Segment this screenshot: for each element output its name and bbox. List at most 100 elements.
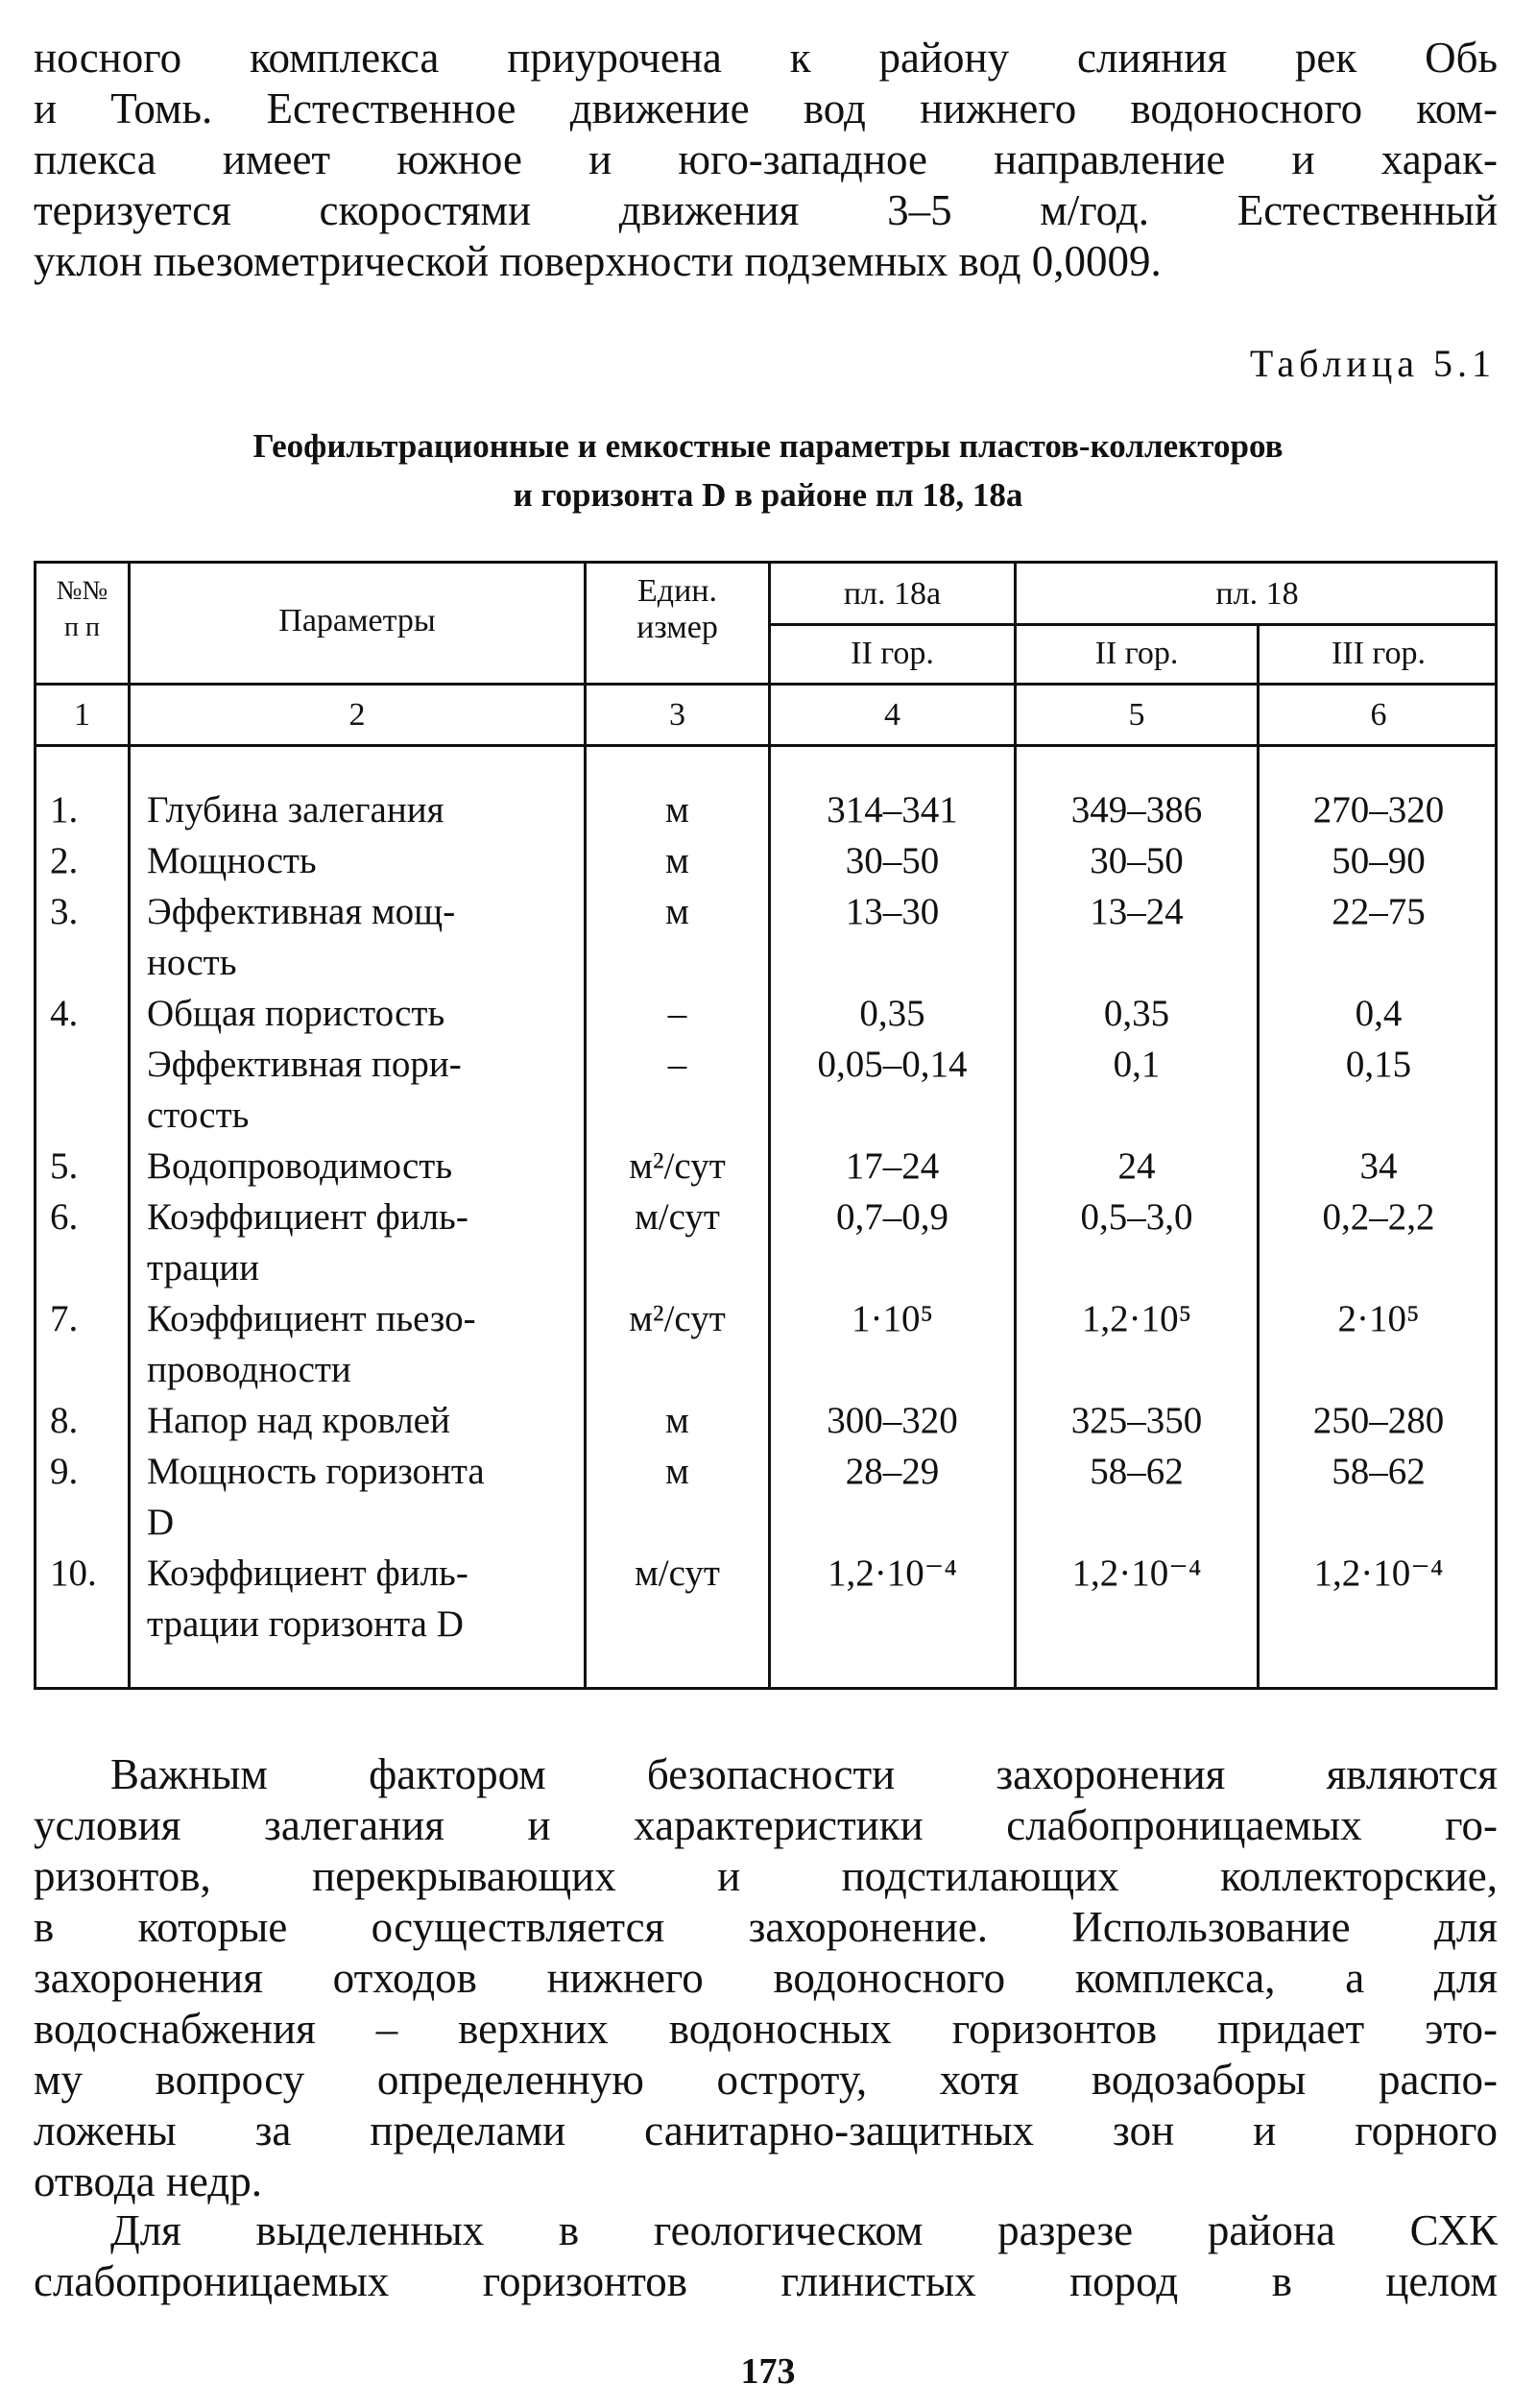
row-value: 1,2·10⁻⁴ (1313, 1553, 1444, 1594)
row-unit: м (665, 789, 689, 831)
row-parameter: Коэффициент филь- (147, 1196, 468, 1238)
row-value: 50–90 (1332, 840, 1426, 881)
header-num-line: №№ (56, 576, 108, 606)
header-unit: Един. измер (587, 573, 768, 646)
text-line: уклон пьезометрической поверхности подзе… (34, 237, 1162, 285)
row-value: 24 (1117, 1145, 1156, 1187)
text-line: Для выделенных в геологическом разрезе р… (110, 2206, 1498, 2254)
row-parameter: Общая пористость (147, 993, 445, 1034)
row-number: 6. (50, 1196, 79, 1238)
text-line: му вопросу определенную остроту, хотя во… (34, 2056, 1498, 2104)
row-value: 28–29 (845, 1451, 940, 1492)
column-number: 1 (74, 697, 90, 733)
row-value: 2·10⁵ (1337, 1298, 1420, 1339)
text-line: ризонтов, перекрывающих и подстилающих к… (34, 1852, 1498, 1900)
text-line: носного комплекса приурочена к району сл… (34, 34, 1498, 82)
row-number: 9. (50, 1451, 79, 1492)
row-parameter: Глубина залегания (147, 789, 444, 831)
header-sub: III гор. (1331, 636, 1427, 671)
header-group-18: пл. 18 (1215, 576, 1299, 612)
row-value: 0,5–3,0 (1080, 1196, 1193, 1238)
header-unit-line: измер (636, 610, 718, 645)
row-parameter: Мощность горизонта (147, 1451, 485, 1492)
row-value: 325–350 (1070, 1400, 1203, 1441)
row-value: 1,2·10⁻⁴ (1071, 1553, 1202, 1594)
row-number: 7. (50, 1298, 79, 1339)
row-unit: – (667, 1044, 687, 1085)
row-unit: м²/сут (629, 1145, 726, 1187)
table-title-line-1: Геофильтрационные и емкостные параметры … (252, 427, 1284, 465)
row-value: 22–75 (1332, 891, 1426, 932)
row-number: 10. (50, 1553, 97, 1594)
row-unit: м (665, 1400, 689, 1441)
row-value: 0,35 (1103, 993, 1170, 1034)
column-divider (1257, 625, 1260, 1687)
text-line: плекса имеет южное и юго-западное направ… (34, 135, 1498, 183)
row-parameter: D (147, 1502, 175, 1543)
row-divider (36, 744, 1495, 747)
row-unit: м (665, 840, 689, 881)
text-line: захоронения отходов нижнего водоносного … (34, 1954, 1498, 2002)
row-value: 0,1 (1113, 1044, 1161, 1085)
row-number: 8. (50, 1400, 79, 1441)
row-unit: м²/сут (629, 1298, 726, 1339)
row-number: 2. (50, 840, 79, 881)
row-parameter: Эффективная мощ- (147, 891, 456, 932)
row-value: 349–386 (1070, 789, 1203, 831)
row-parameter: Напор над кровлей (147, 1400, 450, 1441)
row-unit: м/сут (635, 1553, 720, 1594)
row-parameter: трации (147, 1247, 259, 1288)
column-number: 2 (348, 697, 366, 733)
text-line: теризуется скоростями движения 3–5 м/год… (34, 186, 1498, 234)
row-parameter: проводности (147, 1349, 351, 1390)
row-number: 4. (50, 993, 79, 1034)
text-line: ложены за пределами санитарно-защитных з… (34, 2107, 1498, 2155)
column-number: 4 (884, 697, 900, 733)
row-value: 270–320 (1312, 789, 1445, 831)
table-title-line-2: и горизонта D в районе пл 18, 18а (513, 476, 1023, 514)
column-divider (584, 564, 587, 1687)
row-value: 1·10⁵ (851, 1298, 934, 1339)
header-unit-line: Един. (637, 573, 717, 609)
text-line: и Томь. Естественное движение вод нижнег… (34, 84, 1498, 132)
row-value: 58–62 (1090, 1451, 1184, 1492)
text-line: Важным фактором безопасности захоронения… (110, 1750, 1498, 1798)
row-value: 0,15 (1345, 1044, 1412, 1085)
row-value: 0,7–0,9 (836, 1196, 948, 1238)
column-divider (128, 564, 131, 1687)
row-unit: – (667, 993, 687, 1034)
column-number: 6 (1370, 697, 1387, 733)
row-parameter: Водопроводимость (147, 1145, 453, 1187)
row-value: 13–30 (845, 891, 940, 932)
page-number: 173 (740, 2351, 796, 2392)
row-value: 0,4 (1355, 993, 1403, 1034)
table-caption: Таблица 5.1 (1249, 342, 1496, 385)
header-num: №№ п п (36, 573, 128, 646)
column-number: 5 (1128, 697, 1145, 733)
text-line: условия залегания и характеристики слабо… (34, 1801, 1498, 1849)
column-number: 3 (669, 697, 685, 733)
header-num-line: п п (64, 613, 100, 642)
row-parameter: ность (147, 942, 237, 983)
row-value: 0,35 (859, 993, 925, 1034)
row-unit: м (665, 1451, 689, 1492)
row-value: 250–280 (1312, 1400, 1445, 1441)
row-value: 30–50 (1090, 840, 1184, 881)
row-value: 314–341 (827, 789, 958, 831)
row-value: 1,2·10⁻⁴ (828, 1553, 957, 1594)
row-parameter: трации горизонта D (147, 1603, 464, 1645)
parameters-table: №№ п п Параметры Един. измер пл. 18а пл.… (34, 561, 1498, 1690)
text-line: слабопроницаемых горизонтов глинистых по… (34, 2257, 1498, 2305)
header-sub: II гор. (1094, 636, 1179, 671)
header-param: Параметры (278, 603, 436, 638)
row-unit: м (665, 891, 689, 932)
row-unit: м/сут (635, 1196, 720, 1238)
row-number: 1. (50, 789, 79, 831)
row-value: 1,2·10⁵ (1081, 1298, 1192, 1339)
text-line: отвода недр. (34, 2157, 262, 2205)
row-value: 17–24 (845, 1145, 940, 1187)
row-number: 5. (50, 1145, 79, 1187)
column-divider (768, 564, 771, 1687)
row-divider (768, 623, 1495, 626)
row-parameter: стость (147, 1095, 250, 1136)
